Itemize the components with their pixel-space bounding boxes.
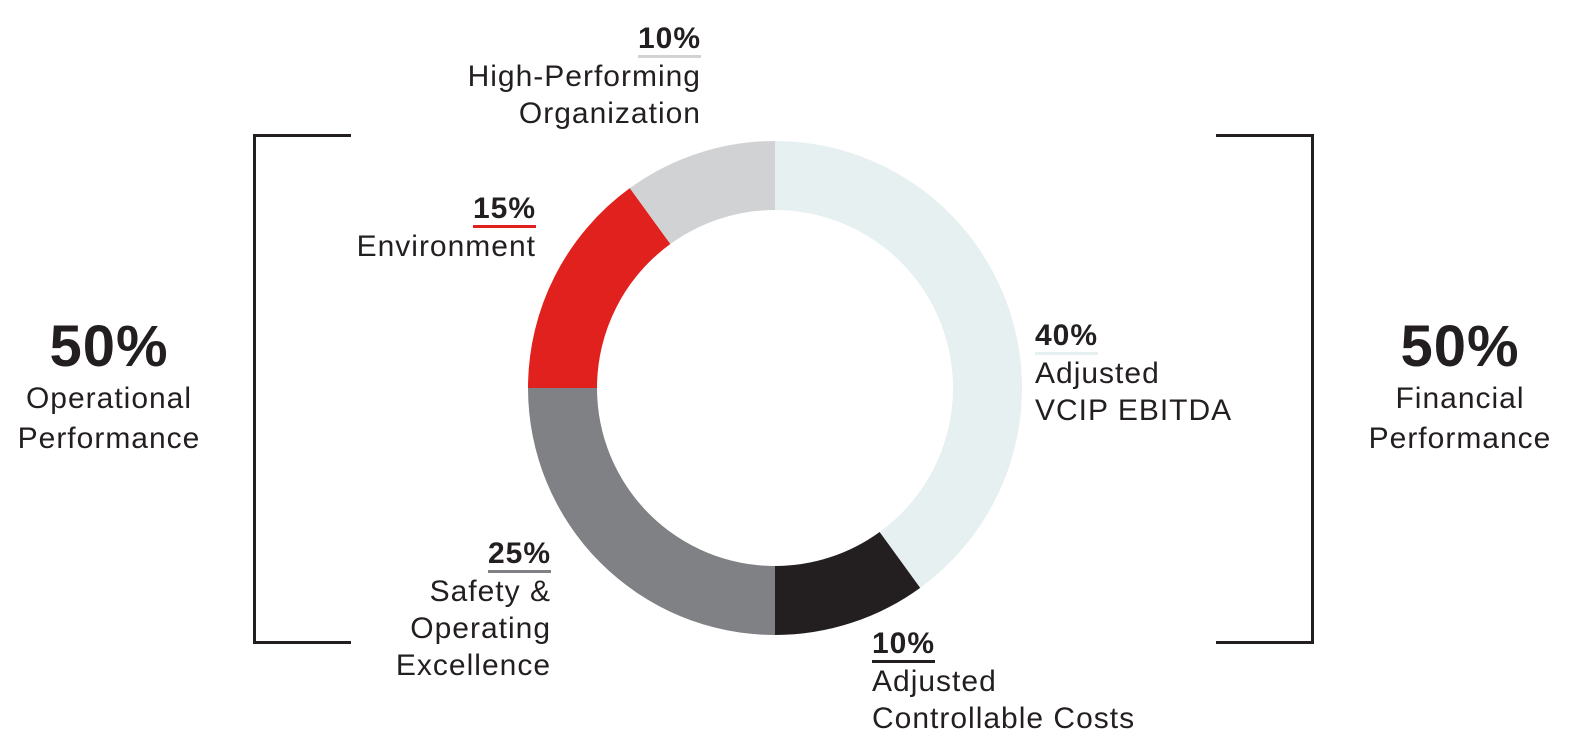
label-high-performing: 10% High-Performing Organization	[468, 20, 701, 132]
slice-label: High-Performing	[467, 60, 701, 93]
slice-label: Operating	[410, 612, 551, 645]
slice-pct: 10%	[872, 628, 936, 663]
donut-slice-4	[629, 141, 775, 244]
slice-pct: 15%	[472, 193, 536, 228]
slice-label: Controllable Costs	[872, 702, 1136, 735]
group-financial: 50% Financial Performance	[1350, 315, 1570, 459]
slice-label: Excellence	[395, 649, 551, 682]
donut-slice-1	[775, 532, 921, 635]
donut-slice-3	[528, 188, 671, 388]
financial-bracket	[1216, 134, 1314, 644]
slice-pct: 40%	[1035, 320, 1099, 355]
donut-slice-0	[775, 141, 1023, 588]
slice-label: Environment	[356, 230, 536, 263]
group-pct: 50%	[1400, 314, 1520, 379]
group-label: Operational	[25, 382, 193, 415]
slice-label: Safety &	[429, 575, 551, 608]
slice-label: Organization	[518, 97, 701, 130]
operational-bracket	[253, 134, 351, 644]
label-environment: 15% Environment	[357, 190, 536, 265]
donut-slice-2	[528, 388, 775, 635]
label-ebitda: 40% Adjusted VCIP EBITDA	[1035, 317, 1232, 429]
group-label: Performance	[17, 422, 201, 455]
slice-label: Adjusted	[872, 665, 997, 698]
slice-label: Adjusted	[1035, 357, 1160, 390]
group-label: Financial	[1395, 382, 1525, 415]
slice-label: VCIP EBITDA	[1035, 394, 1233, 427]
slice-pct: 10%	[637, 23, 701, 58]
slice-pct: 25%	[487, 538, 551, 573]
group-pct: 50%	[49, 314, 169, 379]
group-operational: 50% Operational Performance	[0, 315, 218, 459]
label-controllable-costs: 10% Adjusted Controllable Costs	[872, 625, 1135, 737]
label-safety: 25% Safety & Operating Excellence	[396, 535, 551, 684]
group-label: Performance	[1368, 422, 1552, 455]
